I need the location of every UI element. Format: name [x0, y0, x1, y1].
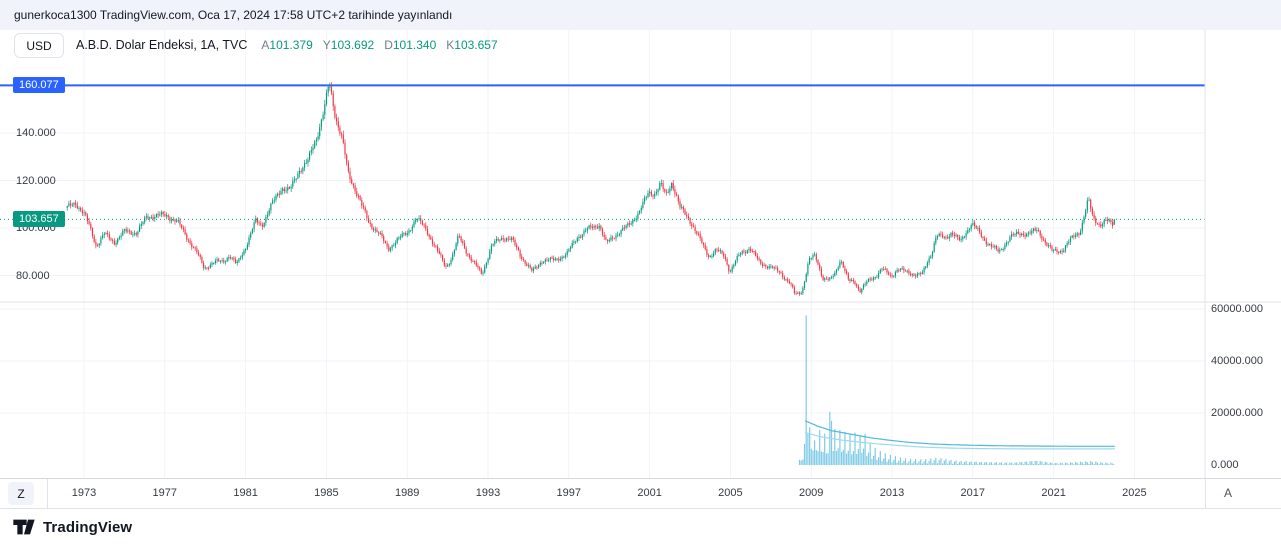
auto-scale-button[interactable]: A — [1224, 486, 1233, 500]
time-axis-label: 2017 — [960, 487, 986, 499]
close-letter: K — [446, 38, 455, 52]
footer-brand-link[interactable]: TradingView — [0, 509, 1281, 545]
chart-legend: A.B.D. Dolar Endeksi, 1A, TVC A 101.379 Y… — [76, 38, 498, 52]
time-axis-label: 2001 — [637, 487, 662, 499]
high-value: Y 103.692 — [323, 38, 374, 52]
high-letter: Y — [322, 38, 331, 52]
time-axis-label: 2013 — [879, 487, 905, 499]
volume-ma-line-1 — [804, 420, 1115, 447]
time-axis-label: 1997 — [556, 487, 582, 499]
low-value: D 101.340 — [384, 38, 436, 52]
volume-bars — [798, 315, 1115, 465]
symbol-title[interactable]: A.B.D. Dolar Endeksi, 1A, TVC — [76, 38, 248, 52]
publish-info-text: gunerkoca1300 TradingView.com, Oca 17, 2… — [14, 8, 453, 22]
time-axis-label: 1977 — [152, 487, 178, 499]
low-letter: D — [384, 38, 393, 52]
price-candles — [66, 81, 1115, 297]
time-axis-label: 1993 — [475, 487, 501, 499]
time-axis-label: 1981 — [233, 487, 258, 499]
close-number: 103.657 — [454, 38, 498, 52]
currency-unit-button[interactable]: USD — [14, 33, 64, 58]
grid-lines — [0, 30, 1205, 478]
chart-area: 140.000 120.000 100.000 80.000 160.077 103.65… — [0, 30, 1281, 509]
time-axis-label: 1989 — [394, 487, 420, 499]
time-axis-label: 1985 — [314, 487, 339, 499]
timezone-button[interactable]: Z — [8, 482, 34, 505]
high-number: 103.692 — [330, 38, 375, 52]
time-axis[interactable]: Z A 1973 1977 1981 1985 1989 1993 1997 2001 2005… — [0, 478, 1281, 508]
time-axis-label: 2025 — [1122, 487, 1147, 499]
time-axis-label: 2021 — [1041, 487, 1066, 499]
open-value: A 101.379 — [261, 38, 312, 52]
time-axis-left-divider — [47, 479, 48, 508]
footer-brand-text: TradingView — [43, 518, 133, 536]
chart-canvas[interactable] — [0, 30, 1281, 478]
open-letter: A — [261, 38, 270, 52]
ohlc-values: A 101.379 Y 103.692 D 101.340 K 103.657 — [261, 38, 497, 52]
tradingview-logo-icon — [13, 519, 35, 535]
close-value: K 103.657 — [446, 38, 497, 52]
volume-ma-line-2 — [804, 431, 1115, 450]
time-axis-label: 1973 — [71, 487, 97, 499]
time-axis-label: 2009 — [798, 487, 824, 499]
publish-bar: gunerkoca1300 TradingView.com, Oca 17, 2… — [0, 0, 1281, 30]
time-axis-right-divider — [1205, 479, 1206, 508]
low-number: 101.340 — [392, 38, 437, 52]
time-axis-label: 2005 — [718, 487, 743, 499]
open-number: 101.379 — [269, 38, 313, 52]
